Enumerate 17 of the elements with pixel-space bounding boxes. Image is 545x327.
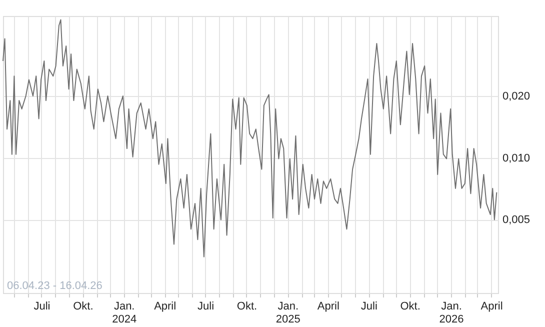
x-tick-label: April — [480, 300, 503, 312]
line-series — [2, 19, 498, 258]
x-tick-label: Juli — [34, 300, 50, 312]
x-tick-label: Jan. 2025 — [276, 300, 300, 326]
y-tick-label: 0,005 — [502, 214, 530, 226]
x-tick-label: Juli — [360, 300, 378, 312]
x-tick-label: Okt. — [236, 300, 258, 312]
x-tick-label: Okt. — [73, 300, 94, 312]
x-tick-label: Jan. 2024 — [112, 300, 137, 326]
x-tick-label: Juli — [198, 300, 214, 312]
y-tick-label: 0,020 — [502, 90, 530, 102]
x-tick-label: Jan. 2026 — [439, 300, 464, 326]
x-tick-label: Okt. — [400, 300, 420, 312]
y-tick-label: 0,010 — [502, 152, 530, 164]
x-tick-label: April — [154, 300, 176, 312]
x-tick-label: April — [317, 300, 340, 312]
annotation: 06.04.23 - 16.04.26 — [7, 280, 102, 292]
